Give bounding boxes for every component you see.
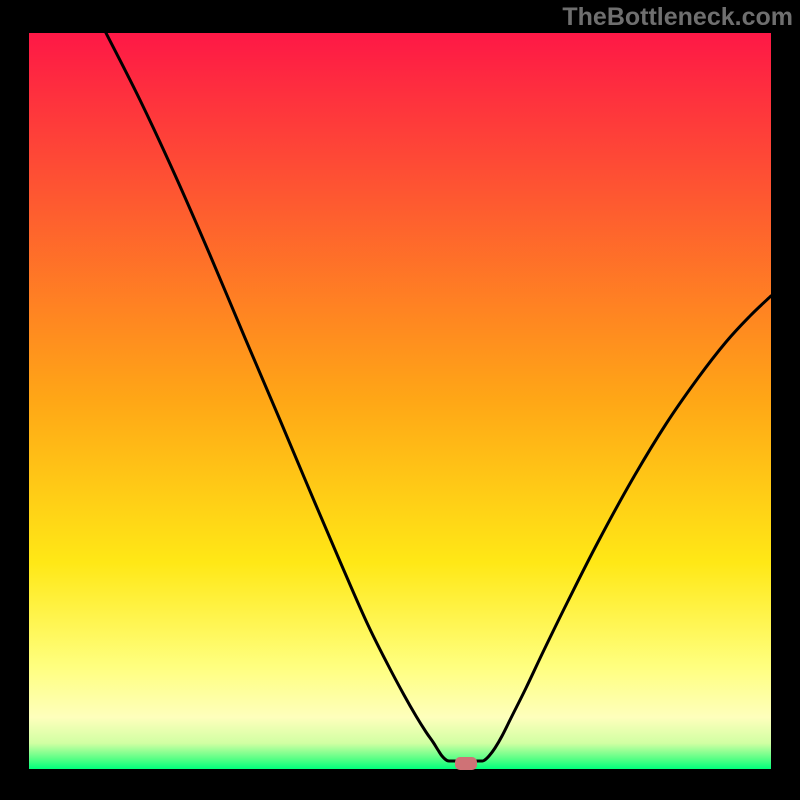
plot-area <box>29 33 771 769</box>
watermark-credit: TheBottleneck.com <box>562 3 793 32</box>
chart-container: { "credit": { "text": "TheBottleneck.com… <box>0 0 800 800</box>
optimal-point-marker <box>455 757 477 770</box>
gradient-background <box>29 33 771 769</box>
